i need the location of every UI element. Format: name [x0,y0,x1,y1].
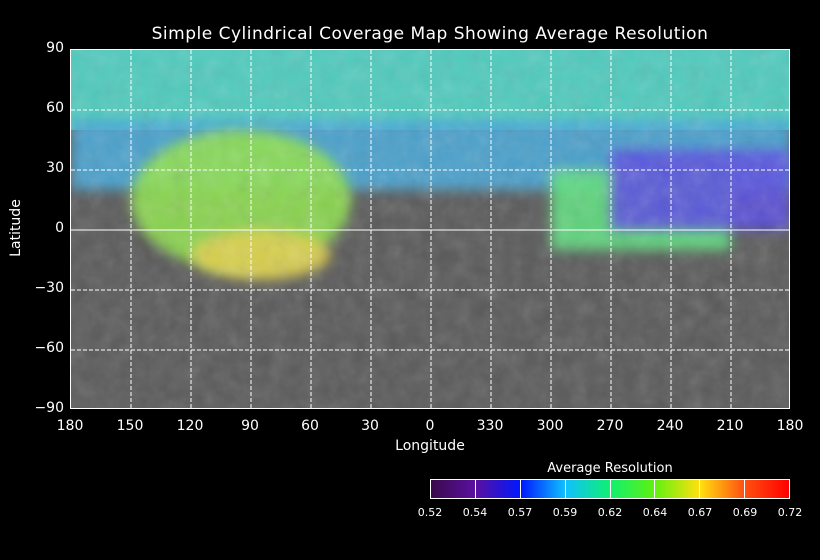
colorbar-segment [610,480,656,498]
colorbar-segment [700,480,746,498]
y-tick-label: −30 [34,280,64,296]
colorbar-segment [655,480,701,498]
x-tick-label: 180 [776,418,804,434]
colorbar-title: Average Resolution [547,461,673,476]
colorbar-tick-label: 0.54 [462,506,488,519]
colorbar-tick-label: 0.64 [642,506,668,519]
colorbar-segment [745,480,789,498]
colorbar [430,479,790,499]
x-tick-label: 330 [476,418,504,434]
x-tick-label: 270 [596,418,624,434]
colorbar-tick-label: 0.62 [597,506,623,519]
y-tick-label: 0 [55,220,64,236]
x-tick-label: 60 [301,418,319,434]
terrain-texture [71,50,789,408]
y-tick-label: −60 [34,340,64,356]
x-tick-label: 0 [425,418,435,434]
y-tick-label: −90 [34,400,64,416]
y-tick-label: 30 [46,160,64,176]
x-tick-label: 210 [716,418,744,434]
colorbar-tick-label: 0.52 [417,506,443,519]
colorbar-tick-label: 0.67 [687,506,713,519]
map-canvas [71,50,789,408]
y-axis-label: Latitude [8,199,24,257]
colorbar-segment [520,480,566,498]
x-tick-label: 150 [116,418,144,434]
x-axis-label: Longitude [395,438,465,454]
chart-title: Simple Cylindrical Coverage Map Showing … [151,24,709,44]
colorbar-tick-label: 0.57 [507,506,533,519]
colorbar-tick-label: 0.69 [732,506,758,519]
x-tick-label: 120 [176,418,204,434]
x-tick-label: 240 [656,418,684,434]
colorbar-segment [431,480,476,498]
y-tick-label: 90 [46,40,64,56]
y-tick-label: 60 [46,100,64,116]
x-tick-label: 90 [241,418,259,434]
colorbar-segment [565,480,611,498]
colorbar-tick-label: 0.59 [552,506,578,519]
colorbar-segment [475,480,521,498]
map-plot-area [70,49,790,409]
x-tick-label: 180 [56,418,84,434]
x-tick-label: 30 [361,418,379,434]
colorbar-tick-label: 0.72 [777,506,803,519]
x-tick-label: 300 [536,418,564,434]
